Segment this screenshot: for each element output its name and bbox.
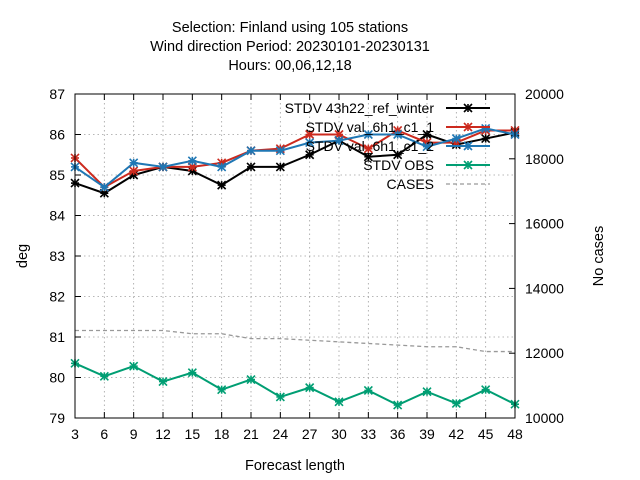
x-tick-label: 48 — [507, 426, 523, 442]
x-tick-label: 36 — [390, 426, 406, 442]
y2-axis-ticks: 10000 12000 14000 16000 18000 20000 — [509, 86, 564, 426]
series-point-3 — [246, 374, 256, 385]
series-point-2 — [305, 138, 315, 148]
series-point-2 — [422, 142, 432, 152]
series-line-2 — [74, 127, 516, 189]
series-line-1 — [74, 129, 515, 189]
series-point-3 — [275, 392, 285, 402]
series-point-3 — [158, 376, 168, 387]
series-point-3 — [99, 371, 109, 381]
series-point-1 — [305, 129, 315, 140]
series-point-2 — [246, 146, 256, 156]
series-point-2 — [217, 162, 227, 172]
x-tick-label: 27 — [302, 426, 318, 442]
series-point-2 — [393, 129, 403, 140]
series-point-0 — [246, 162, 256, 172]
series-line-0 — [74, 131, 516, 195]
y2-tick-label: 10000 — [525, 410, 564, 426]
series-lines — [70, 123, 520, 410]
y-tick-label: 84 — [49, 208, 65, 224]
plot-frame — [74, 93, 516, 419]
series-point-3 — [334, 397, 344, 407]
y-tick-label: 85 — [49, 167, 65, 183]
y-tick-label: 87 — [49, 86, 65, 102]
x-axis-label: Forecast length — [245, 458, 345, 474]
legend-entry-label: STDV val_6h1_c1_2 — [306, 138, 435, 154]
x-tick-label: 33 — [361, 426, 377, 442]
series-point-0 — [275, 162, 285, 172]
legend-entry-marker — [463, 122, 473, 132]
x-tick-label: 9 — [130, 426, 138, 442]
x-tick-label: 3 — [71, 426, 79, 442]
x-tick-label: 39 — [419, 426, 435, 442]
series-point-2 — [334, 136, 344, 146]
x-tick-label: 42 — [449, 426, 465, 442]
y2-tick-label: 18000 — [525, 151, 564, 167]
series-point-2 — [129, 158, 139, 168]
x-tick-label: 45 — [478, 426, 494, 442]
series-point-2 — [451, 133, 461, 144]
series-point-2 — [275, 146, 285, 156]
series-point-0 — [217, 180, 227, 190]
y-tick-label: 86 — [49, 127, 65, 143]
y2-tick-label: 12000 — [525, 345, 564, 361]
legend-entry-label: STDV val_6h1_c1_1 — [306, 119, 435, 135]
legend-entry-marker — [463, 141, 473, 151]
y-tick-label: 81 — [49, 329, 65, 345]
series-point-2 — [99, 182, 109, 192]
legend-entry-marker — [463, 160, 473, 170]
x-tick-label: 6 — [100, 426, 108, 442]
series-point-0 — [187, 166, 197, 176]
y-tick-label: 82 — [49, 289, 65, 305]
y-axis-label: deg — [15, 244, 31, 268]
series-point-0 — [422, 129, 432, 140]
x-tick-label: 12 — [155, 426, 171, 442]
legend-entry-marker — [463, 103, 473, 113]
legend-entry-label: STDV OBS — [363, 157, 434, 173]
y-axis-ticks: 79 80 81 82 83 84 85 86 87 — [49, 86, 81, 426]
legend-entry-label: CASES — [387, 176, 434, 192]
series-point-0 — [481, 133, 491, 144]
series-point-2 — [481, 123, 491, 133]
chart-title-line: Hours: 00,06,12,18 — [228, 58, 351, 74]
legend: STDV 43h22_ref_winter STDV val_6h1_c1_1 ST… — [285, 100, 490, 192]
series-point-3 — [217, 385, 227, 395]
series-point-3 — [129, 361, 139, 371]
y2-tick-label: 14000 — [525, 280, 564, 296]
chart-title: Selection: Finland using 105 stations Win… — [150, 20, 430, 74]
series-point-3 — [422, 387, 432, 397]
series-point-0 — [305, 150, 315, 160]
series-point-3 — [305, 383, 315, 393]
x-axis-ticks: 3 6 9 12 15 18 21 24 27 30 33 36 39 42 45 48 — [71, 94, 523, 442]
y-tick-label: 79 — [49, 410, 65, 426]
x-tick-label: 30 — [331, 426, 347, 442]
series-point-3 — [187, 368, 197, 378]
x-tick-label: 15 — [185, 426, 201, 442]
y2-tick-label: 20000 — [525, 86, 564, 102]
series-point-1 — [363, 144, 373, 154]
x-tick-label: 18 — [214, 426, 230, 442]
series-point-0 — [363, 152, 373, 162]
series-point-2 — [187, 156, 197, 166]
series-point-3 — [481, 385, 491, 395]
series-point-1 — [129, 166, 139, 176]
series-point-3 — [451, 398, 461, 408]
y-tick-label: 83 — [49, 248, 65, 264]
series-line-4 — [75, 329, 515, 353]
x-tick-label: 21 — [243, 426, 259, 442]
chart-title-line: Wind direction Period: 20230101-20230131 — [150, 39, 430, 55]
series-point-3 — [363, 385, 373, 396]
series-point-2 — [158, 162, 168, 172]
series-point-3 — [393, 400, 403, 410]
y-tick-label: 80 — [49, 370, 65, 386]
series-point-0 — [393, 150, 403, 160]
chart-title-line: Selection: Finland using 105 stations — [172, 20, 408, 36]
y2-tick-label: 16000 — [525, 216, 564, 232]
series-point-2 — [363, 129, 373, 140]
series-line-3 — [74, 362, 516, 407]
y2-axis-label: No cases — [591, 226, 607, 286]
x-tick-label: 24 — [273, 426, 289, 442]
legend-entry-label: STDV 43h22_ref_winter — [285, 100, 435, 116]
